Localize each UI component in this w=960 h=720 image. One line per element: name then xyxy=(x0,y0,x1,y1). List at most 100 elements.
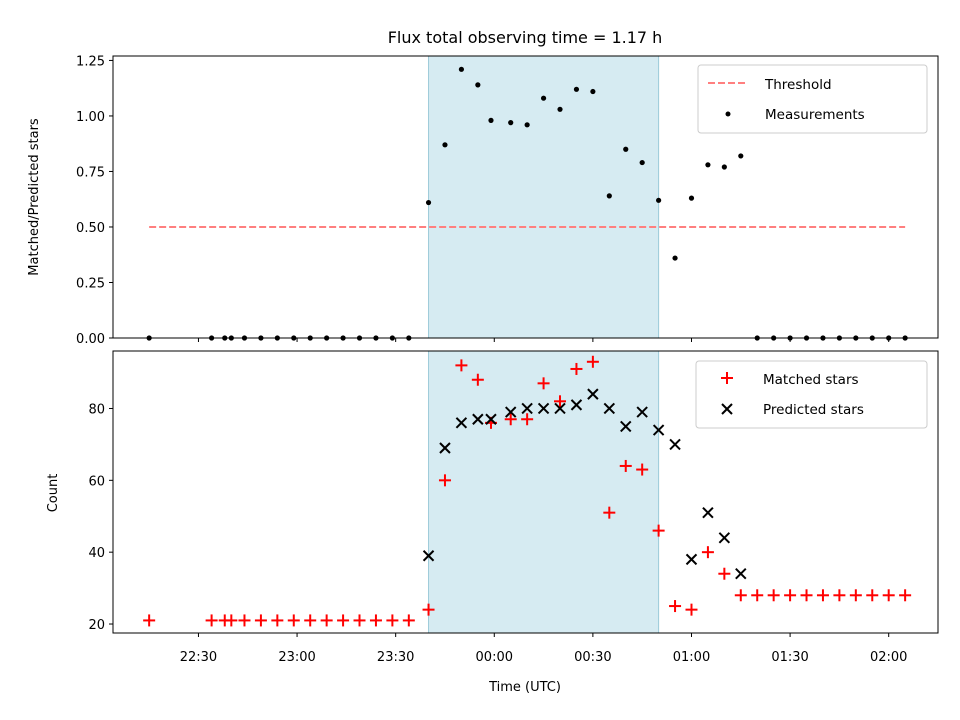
matched-star-point xyxy=(866,589,879,602)
matched-star-point xyxy=(554,395,567,408)
predicted-star-point xyxy=(455,417,468,429)
predicted-star-point xyxy=(587,388,599,400)
legend-matched-marker xyxy=(721,372,733,384)
y-tick-label: 40 xyxy=(88,546,105,561)
top-y-ticks: 0.00 0.25 0.50 0.75 1.00 1.25 xyxy=(76,54,113,347)
x-axis-label: Time (UTC) xyxy=(488,680,561,695)
matched-star-point xyxy=(287,614,300,627)
legend-measurements-label: Measurements xyxy=(765,107,865,123)
measurement-point xyxy=(623,146,629,152)
y-tick-label: 80 xyxy=(88,402,105,417)
x-tick-label: 23:00 xyxy=(278,650,315,665)
matched-star-point xyxy=(586,355,599,368)
bottom-x-ticks: 22:30 23:00 23:30 00:00 00:30 01:00 01:30 02:00 xyxy=(180,633,907,665)
measurement-point xyxy=(688,195,695,201)
matched-star-point xyxy=(636,463,649,476)
matched-star-point xyxy=(402,614,415,627)
measurement-point xyxy=(656,197,662,203)
matched-star-point xyxy=(238,614,251,627)
measurement-point xyxy=(639,159,645,166)
x-tick-label: 02:00 xyxy=(870,650,907,665)
matched-star-point xyxy=(652,524,665,537)
predicted-star-point xyxy=(702,506,714,519)
measurement-point xyxy=(590,88,596,95)
measurement-point xyxy=(573,86,580,92)
bottom-y-axis-label: Count xyxy=(46,474,61,513)
predicted-star-point xyxy=(439,442,451,454)
matched-star-point xyxy=(784,589,797,602)
matched-star-point xyxy=(718,567,731,580)
predicted-star-point xyxy=(485,413,497,425)
legend-measurements-marker xyxy=(725,111,731,117)
measurement-point xyxy=(606,193,612,199)
predicted-star-point xyxy=(685,553,698,566)
predicted-star-point xyxy=(735,568,747,580)
matched-star-point xyxy=(254,614,267,627)
matched-star-point xyxy=(471,373,484,386)
matched-star-point xyxy=(353,614,366,627)
matched-star-point xyxy=(849,589,862,602)
y-tick-label: 0.00 xyxy=(76,332,105,347)
legend-predicted-label: Predicted stars xyxy=(763,402,864,418)
top-panel: 0.00 0.25 0.50 0.75 1.00 1.25 Flux total obse… xyxy=(27,28,939,347)
matched-star-point xyxy=(619,459,632,472)
bottom-legend: Matched stars Predicted stars xyxy=(695,360,928,429)
matched-star-point xyxy=(570,362,583,375)
bottom-y-ticks: 20 40 60 80 xyxy=(88,402,113,633)
measurement-point xyxy=(540,95,547,101)
matched-star-point xyxy=(685,603,698,616)
observing-window-shade xyxy=(428,350,660,634)
observing-window-shade xyxy=(428,55,660,339)
predicted-star-point xyxy=(505,406,517,418)
matched-star-point xyxy=(899,589,912,602)
matched-star-point xyxy=(422,603,435,616)
matched-star-point xyxy=(225,614,238,627)
predicted-star-point xyxy=(422,550,435,562)
y-tick-label: 0.25 xyxy=(76,276,105,291)
matched-star-point xyxy=(438,474,451,487)
legend-matched-label: Matched stars xyxy=(763,372,859,388)
top-legend: Threshold Measurements xyxy=(697,64,928,134)
top-shade-layer xyxy=(428,55,660,339)
x-tick-label: 01:00 xyxy=(673,650,710,665)
measurement-point xyxy=(524,122,530,128)
matched-star-point xyxy=(734,589,747,602)
matched-star-point xyxy=(882,589,895,602)
top-legend-box xyxy=(697,64,928,134)
matched-star-point xyxy=(701,546,714,559)
matched-star-point xyxy=(143,614,156,627)
matched-star-point xyxy=(320,614,333,627)
predicted-star-point xyxy=(636,406,648,418)
matched-star-point xyxy=(455,359,468,372)
y-tick-label: 60 xyxy=(88,474,105,489)
predicted-star-point xyxy=(603,402,616,415)
matched-star-point xyxy=(369,614,382,627)
legend-threshold-label: Threshold xyxy=(764,77,832,93)
matched-star-point xyxy=(603,506,616,519)
bottom-shade-layer xyxy=(428,350,660,634)
matched-star-point xyxy=(751,589,764,602)
matched-star-point xyxy=(537,377,550,390)
top-x-ticks xyxy=(197,338,890,342)
predicted-star-point xyxy=(620,420,632,433)
predicted-star-point xyxy=(521,402,533,415)
predicted-star-point xyxy=(570,399,583,411)
predicted-star-point xyxy=(718,532,731,544)
measurement-point xyxy=(721,164,727,170)
measurement-point xyxy=(672,255,678,261)
matched-star-point xyxy=(767,589,780,602)
bottom-panel: 20 40 60 80 22:30 23:00 23:30 00:00 00:30 01:00 0… xyxy=(46,350,939,695)
measurement-point xyxy=(488,117,494,123)
chart-title: Flux total observing time = 1.17 h xyxy=(388,28,663,47)
matched-star-point xyxy=(800,589,813,602)
bottom-legend-box xyxy=(695,360,928,429)
measurement-point xyxy=(508,120,514,126)
matched-star-point xyxy=(521,413,534,426)
x-tick-label: 00:30 xyxy=(574,650,611,665)
y-tick-label: 0.50 xyxy=(76,221,105,236)
x-tick-label: 00:00 xyxy=(476,650,513,665)
matched-star-point xyxy=(304,614,317,627)
y-tick-label: 1.00 xyxy=(76,110,105,125)
top-points-layer xyxy=(146,66,908,341)
